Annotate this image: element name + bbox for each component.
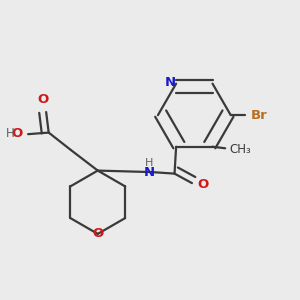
Text: O: O bbox=[92, 227, 103, 240]
Text: O: O bbox=[12, 127, 23, 140]
Text: O: O bbox=[38, 93, 49, 106]
Text: N: N bbox=[144, 166, 155, 178]
Text: N: N bbox=[165, 76, 176, 88]
Text: Br: Br bbox=[251, 109, 267, 122]
Text: H: H bbox=[5, 127, 14, 140]
Text: O: O bbox=[197, 178, 208, 191]
Text: H: H bbox=[145, 158, 153, 168]
Text: CH₃: CH₃ bbox=[229, 143, 251, 156]
